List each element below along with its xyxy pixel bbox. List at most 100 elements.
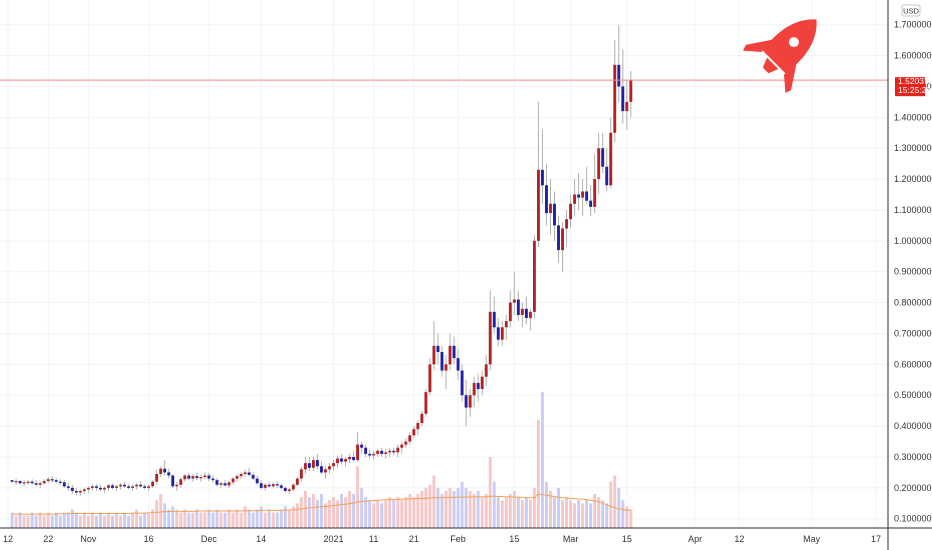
x-tick-label: 16 [144,534,154,544]
volume-bar [520,500,524,528]
candle-body [609,132,613,186]
volume-bar [74,512,78,528]
x-tick-label: 12 [734,534,744,544]
volume-bar [62,512,66,528]
volume-bar [215,509,219,528]
y-tick-label: 1.10000000 [894,205,932,215]
volume-bar [380,503,384,528]
y-tick-label: 0.30000000 [894,452,932,462]
candle-body [82,489,86,491]
candle-body [384,452,388,454]
candle-body [119,484,122,487]
volume-bar [532,487,536,528]
volume-bar [22,515,26,528]
volume-bar [589,503,593,528]
volume-bar [46,512,50,528]
volume-bar [428,484,432,528]
candle-body [496,327,500,340]
volume-bar [167,509,171,528]
candle-body [139,484,143,487]
candle-body [267,484,271,487]
y-tick-label: 1.00000000 [894,236,932,246]
x-tick-label: 14 [256,534,266,544]
x-tick-label: Feb [450,534,466,544]
candle-body [380,450,384,454]
candle-body [127,486,131,488]
volume-bar [420,490,424,528]
candle-body [460,370,464,396]
volume-bar [549,490,552,528]
volume-bar [99,512,102,528]
volume-bar [187,512,191,528]
x-tick-label: Mar [563,534,579,544]
volume-bar [360,487,364,528]
x-tick-label: 11 [369,534,378,544]
candle-body [34,483,38,485]
volume-bar [119,515,122,528]
volume-bar [448,487,452,528]
volume-bar [336,500,339,528]
volume-bar [219,512,223,528]
candle-body [432,345,436,365]
y-tick-label: 0.40000000 [894,421,932,431]
currency-box[interactable] [901,4,921,17]
candle-body [348,456,352,460]
volume-bar [155,500,159,528]
volume-bar [211,512,215,528]
volume-bar [291,506,295,528]
candle-body [207,475,211,479]
candle-body [54,480,58,482]
candle-body [30,481,34,484]
volume-bar [593,494,597,528]
candle-body [428,364,432,393]
volume-bar [223,512,227,528]
volume-bar [94,515,98,528]
candle-body [315,460,319,467]
candle-body [412,429,416,436]
candle-body [271,484,275,487]
volume-bar [412,497,416,528]
candle-body [585,191,589,201]
candle-body [295,478,299,485]
candle-body [283,487,287,491]
rocket-icon [742,19,817,94]
x-tick-label: Apr [688,534,702,544]
volume-bar [143,512,147,528]
candle-body [191,476,195,479]
volume-bar [540,392,544,528]
volume-bar [416,494,420,528]
candle-body [311,460,315,468]
x-tick-label: Dec [201,534,218,544]
volume-bar [356,466,360,528]
candle-body [504,321,508,328]
candle-body [605,166,609,186]
volume-bar [512,490,516,528]
candle-body [404,441,408,445]
candle-body [135,484,139,487]
volume-bar [131,512,135,528]
candle-body [183,475,187,480]
candle-body [151,481,155,487]
volume-bar [601,500,605,528]
candle-body [167,472,171,476]
candle-body [448,345,452,365]
candle-body [565,219,568,229]
candle-body [307,463,311,468]
volume-bar [424,487,428,528]
candle-body [324,469,327,473]
volume-bar [569,500,573,528]
volume-bar [203,512,207,528]
volume-bar [247,509,251,528]
volume-bar [127,515,131,528]
volume-bar [553,497,556,528]
candle-body [179,479,183,485]
volume-bar [504,497,508,528]
candle-body [58,481,62,483]
candle-body [131,486,135,488]
candle-body [589,200,593,207]
volume-bar [42,515,46,528]
